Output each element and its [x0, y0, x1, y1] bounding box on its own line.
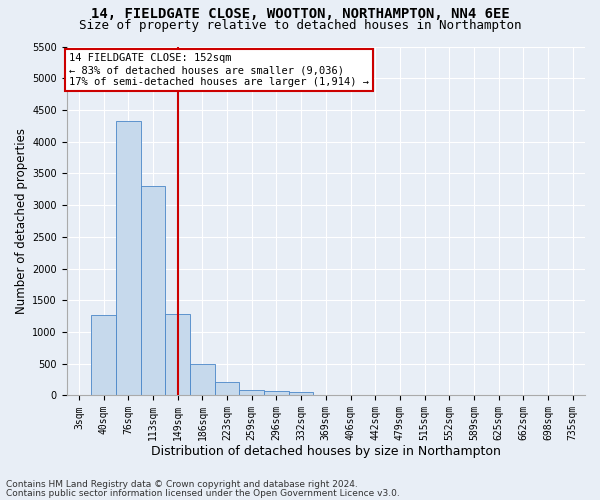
Text: Contains HM Land Registry data © Crown copyright and database right 2024.: Contains HM Land Registry data © Crown c…	[6, 480, 358, 489]
Text: Size of property relative to detached houses in Northampton: Size of property relative to detached ho…	[79, 18, 521, 32]
Y-axis label: Number of detached properties: Number of detached properties	[15, 128, 28, 314]
Bar	[289, 392, 313, 396]
Bar	[91, 315, 116, 396]
Bar	[140, 186, 166, 396]
Text: Contains public sector information licensed under the Open Government Licence v3: Contains public sector information licen…	[6, 488, 400, 498]
Bar	[166, 314, 190, 396]
Text: 14, FIELDGATE CLOSE, WOOTTON, NORTHAMPTON, NN4 6EE: 14, FIELDGATE CLOSE, WOOTTON, NORTHAMPTO…	[91, 8, 509, 22]
X-axis label: Distribution of detached houses by size in Northampton: Distribution of detached houses by size …	[151, 444, 501, 458]
Bar	[215, 382, 239, 396]
Bar	[239, 390, 264, 396]
Bar	[264, 391, 289, 396]
Text: 14 FIELDGATE CLOSE: 152sqm
← 83% of detached houses are smaller (9,036)
17% of s: 14 FIELDGATE CLOSE: 152sqm ← 83% of deta…	[69, 54, 369, 86]
Bar	[190, 364, 215, 396]
Bar	[116, 120, 140, 396]
